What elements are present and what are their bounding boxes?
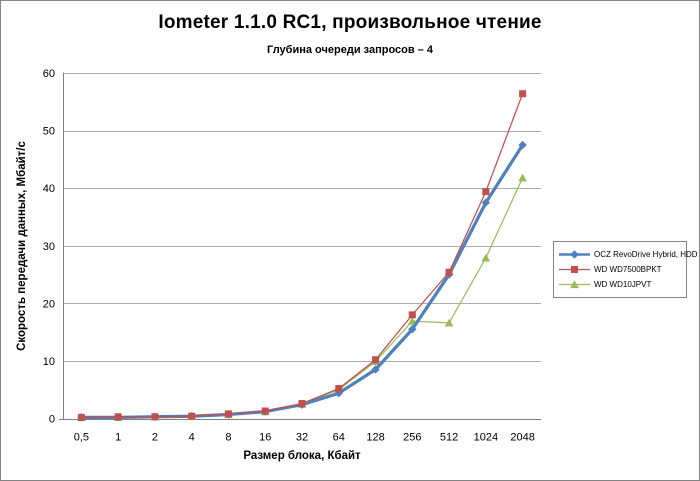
svg-text:256: 256 bbox=[403, 432, 421, 444]
svg-text:64: 64 bbox=[333, 432, 345, 444]
svg-text:40: 40 bbox=[43, 183, 55, 195]
svg-text:32: 32 bbox=[296, 432, 308, 444]
svg-text:20: 20 bbox=[43, 298, 55, 310]
y-axis-title: Скорость передачи данных, Мбайт/с bbox=[16, 141, 28, 351]
svg-text:128: 128 bbox=[366, 432, 384, 444]
svg-text:60: 60 bbox=[43, 68, 55, 80]
legend-label: OCZ RevoDrive Hybrid, HDD bbox=[594, 250, 698, 259]
legend-label: WD WD7500BPKT bbox=[594, 265, 662, 274]
svg-text:30: 30 bbox=[43, 241, 55, 253]
legend-label: WD WD10JPVT bbox=[594, 280, 652, 289]
svg-text:8: 8 bbox=[225, 432, 231, 444]
legend-entry: WD WD10JPVT bbox=[558, 280, 682, 289]
chart-title: Iometer 1.1.0 RC1, произвольное чтение bbox=[158, 12, 542, 33]
svg-text:512: 512 bbox=[440, 432, 458, 444]
svg-text:1024: 1024 bbox=[474, 432, 498, 444]
svg-text:4: 4 bbox=[189, 432, 195, 444]
svg-text:16: 16 bbox=[259, 432, 271, 444]
svg-text:1: 1 bbox=[115, 432, 121, 444]
svg-text:10: 10 bbox=[43, 356, 55, 368]
x-axis-title: Размер блока, Кбайт bbox=[243, 450, 361, 462]
legend-entry: WD WD7500BPKT bbox=[558, 265, 682, 274]
legend-line-square-icon bbox=[559, 266, 590, 273]
legend-entry: OCZ RevoDrive Hybrid, HDD bbox=[558, 250, 698, 259]
svg-text:0: 0 bbox=[49, 414, 55, 426]
svg-text:2048: 2048 bbox=[510, 432, 534, 444]
chart-subtitle: Глубина очереди запросов – 4 bbox=[267, 44, 433, 56]
legend-line-triangle-icon bbox=[559, 280, 590, 289]
svg-text:0,5: 0,5 bbox=[74, 432, 89, 444]
svg-text:2: 2 bbox=[152, 432, 158, 444]
legend: OCZ RevoDrive Hybrid, HDD WD WD7500BPKT … bbox=[553, 241, 698, 298]
svg-text:50: 50 bbox=[43, 126, 55, 138]
legend-line-diamond-icon bbox=[559, 250, 590, 259]
